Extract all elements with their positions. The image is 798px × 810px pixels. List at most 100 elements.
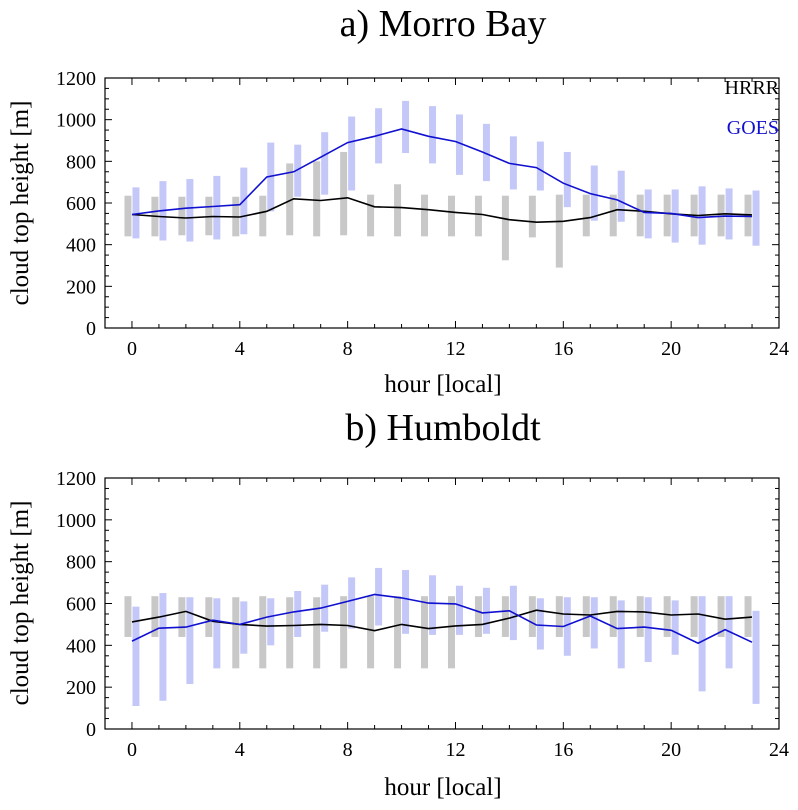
range-bar-goes — [455, 585, 463, 635]
legend-goes: GOES — [727, 117, 779, 139]
range-bar-goes — [617, 170, 625, 222]
range-bar-goes — [186, 179, 194, 242]
range-bar-goes — [752, 190, 760, 246]
x-tick-label: 16 — [553, 739, 573, 761]
range-bar-goes — [671, 600, 679, 655]
range-bar-goes — [375, 567, 383, 626]
x-tick-label: 8 — [343, 739, 353, 761]
panel-morro-bay: a) Morro Bay 0 4 8 12 16 20 24 0 200 400 600 800 100… — [7, 3, 789, 398]
range-bar-goes — [563, 597, 571, 656]
bar-layer — [124, 100, 760, 268]
range-bar-goes — [563, 151, 571, 208]
range-bar-hrrr — [501, 596, 509, 637]
range-bar-hrrr — [528, 195, 536, 238]
range-bar-hrrr — [636, 596, 644, 637]
y-tick-label: 1200 — [56, 68, 96, 90]
x-tick-label: 24 — [769, 739, 789, 761]
range-bar-hrrr — [528, 596, 536, 637]
range-bar-goes — [698, 596, 706, 692]
range-bar-goes — [536, 598, 544, 650]
range-bar-hrrr — [447, 596, 455, 669]
range-bar-hrrr — [690, 596, 698, 637]
range-bar-goes — [294, 144, 302, 197]
range-bar-hrrr — [582, 596, 590, 637]
y-tick-label: 600 — [66, 594, 96, 616]
range-bar-hrrr — [717, 194, 725, 237]
y-tick-label: 800 — [66, 151, 96, 173]
x-tick-label: 8 — [343, 338, 353, 360]
line-layer — [131, 593, 753, 645]
range-bar-hrrr — [663, 596, 671, 637]
range-bar-hrrr — [663, 194, 671, 237]
x-tick-label: 12 — [445, 338, 465, 360]
y-tick-label: 0 — [86, 719, 96, 741]
range-bar-hrrr — [178, 597, 186, 637]
range-bar-hrrr — [717, 596, 725, 637]
axes-frame: 0 4 8 12 16 20 24 0 200 400 600 800 1000 1200 — [56, 468, 789, 761]
range-bar-hrrr — [609, 194, 617, 237]
range-bar-hrrr — [421, 194, 429, 237]
range-bar-hrrr — [394, 184, 402, 237]
range-bar-hrrr — [501, 195, 509, 261]
range-bar-goes — [321, 132, 329, 195]
range-bar-hrrr — [421, 596, 429, 669]
range-bar-goes — [321, 584, 329, 632]
range-bar-goes — [455, 114, 463, 175]
range-bar-hrrr — [474, 596, 482, 637]
range-bar-hrrr — [474, 195, 482, 237]
series-line-hrrr — [131, 196, 753, 224]
range-bar-hrrr — [367, 596, 375, 669]
y-tick-label: 200 — [66, 677, 96, 699]
x-tick-label: 16 — [553, 338, 573, 360]
range-bar-hrrr — [340, 151, 348, 236]
range-bar-hrrr — [636, 194, 644, 237]
x-axis-label: hour [local] — [384, 371, 501, 398]
range-bar-hrrr — [367, 194, 375, 237]
range-bar-goes — [429, 575, 437, 635]
x-tick-label: 4 — [235, 338, 245, 360]
range-bar-goes — [402, 100, 410, 153]
range-bar-goes — [294, 590, 302, 637]
bar-layer — [124, 567, 760, 706]
range-bar-goes — [132, 606, 140, 706]
range-bar-goes — [132, 187, 140, 239]
chart-title: a) Morro Bay — [340, 3, 547, 45]
x-tick-label: 20 — [661, 338, 681, 360]
range-bar-goes — [482, 123, 490, 182]
range-bar-hrrr — [744, 596, 752, 637]
range-bar-hrrr — [259, 596, 267, 669]
range-bar-hrrr — [313, 161, 321, 237]
axes-frame: 0 4 8 12 16 20 24 0 200 400 600 800 1000 1200 — [56, 68, 789, 360]
y-tick-label: 600 — [66, 193, 96, 215]
range-bar-goes — [644, 189, 652, 239]
range-bar-goes — [186, 597, 194, 685]
y-tick-label: 400 — [66, 635, 96, 657]
y-tick-label: 1000 — [56, 510, 96, 532]
x-tick-label: 4 — [235, 739, 245, 761]
series-line-goes — [131, 128, 753, 219]
range-bar-hrrr — [286, 163, 294, 236]
range-bar-hrrr — [555, 596, 563, 637]
range-bar-goes — [348, 116, 356, 191]
range-bar-goes — [590, 597, 598, 649]
range-bar-goes — [617, 600, 625, 669]
range-bar-hrrr — [313, 597, 321, 669]
y-axis-label: cloud top height [m] — [7, 101, 34, 306]
range-bar-hrrr — [259, 195, 267, 237]
y-axis-label: cloud top height [m] — [7, 501, 34, 706]
range-bar-hrrr — [394, 596, 402, 669]
range-bar-goes — [671, 189, 679, 243]
range-bar-hrrr — [232, 597, 240, 669]
y-tick-label: 1200 — [56, 468, 96, 490]
range-bar-goes — [240, 601, 248, 654]
range-bar-hrrr — [178, 196, 186, 236]
x-tick-label: 0 — [127, 739, 137, 761]
range-bar-hrrr — [582, 194, 590, 237]
range-bar-goes — [536, 141, 544, 191]
x-tick-label: 12 — [445, 739, 465, 761]
line-layer — [131, 128, 753, 224]
legend-hrrr: HRRR — [725, 77, 780, 99]
x-tick-label: 0 — [127, 338, 137, 360]
range-bar-goes — [429, 106, 437, 164]
panel-humboldt: b) Humboldt 0 4 8 12 16 20 24 0 200 400 600 800 1000… — [7, 407, 789, 801]
